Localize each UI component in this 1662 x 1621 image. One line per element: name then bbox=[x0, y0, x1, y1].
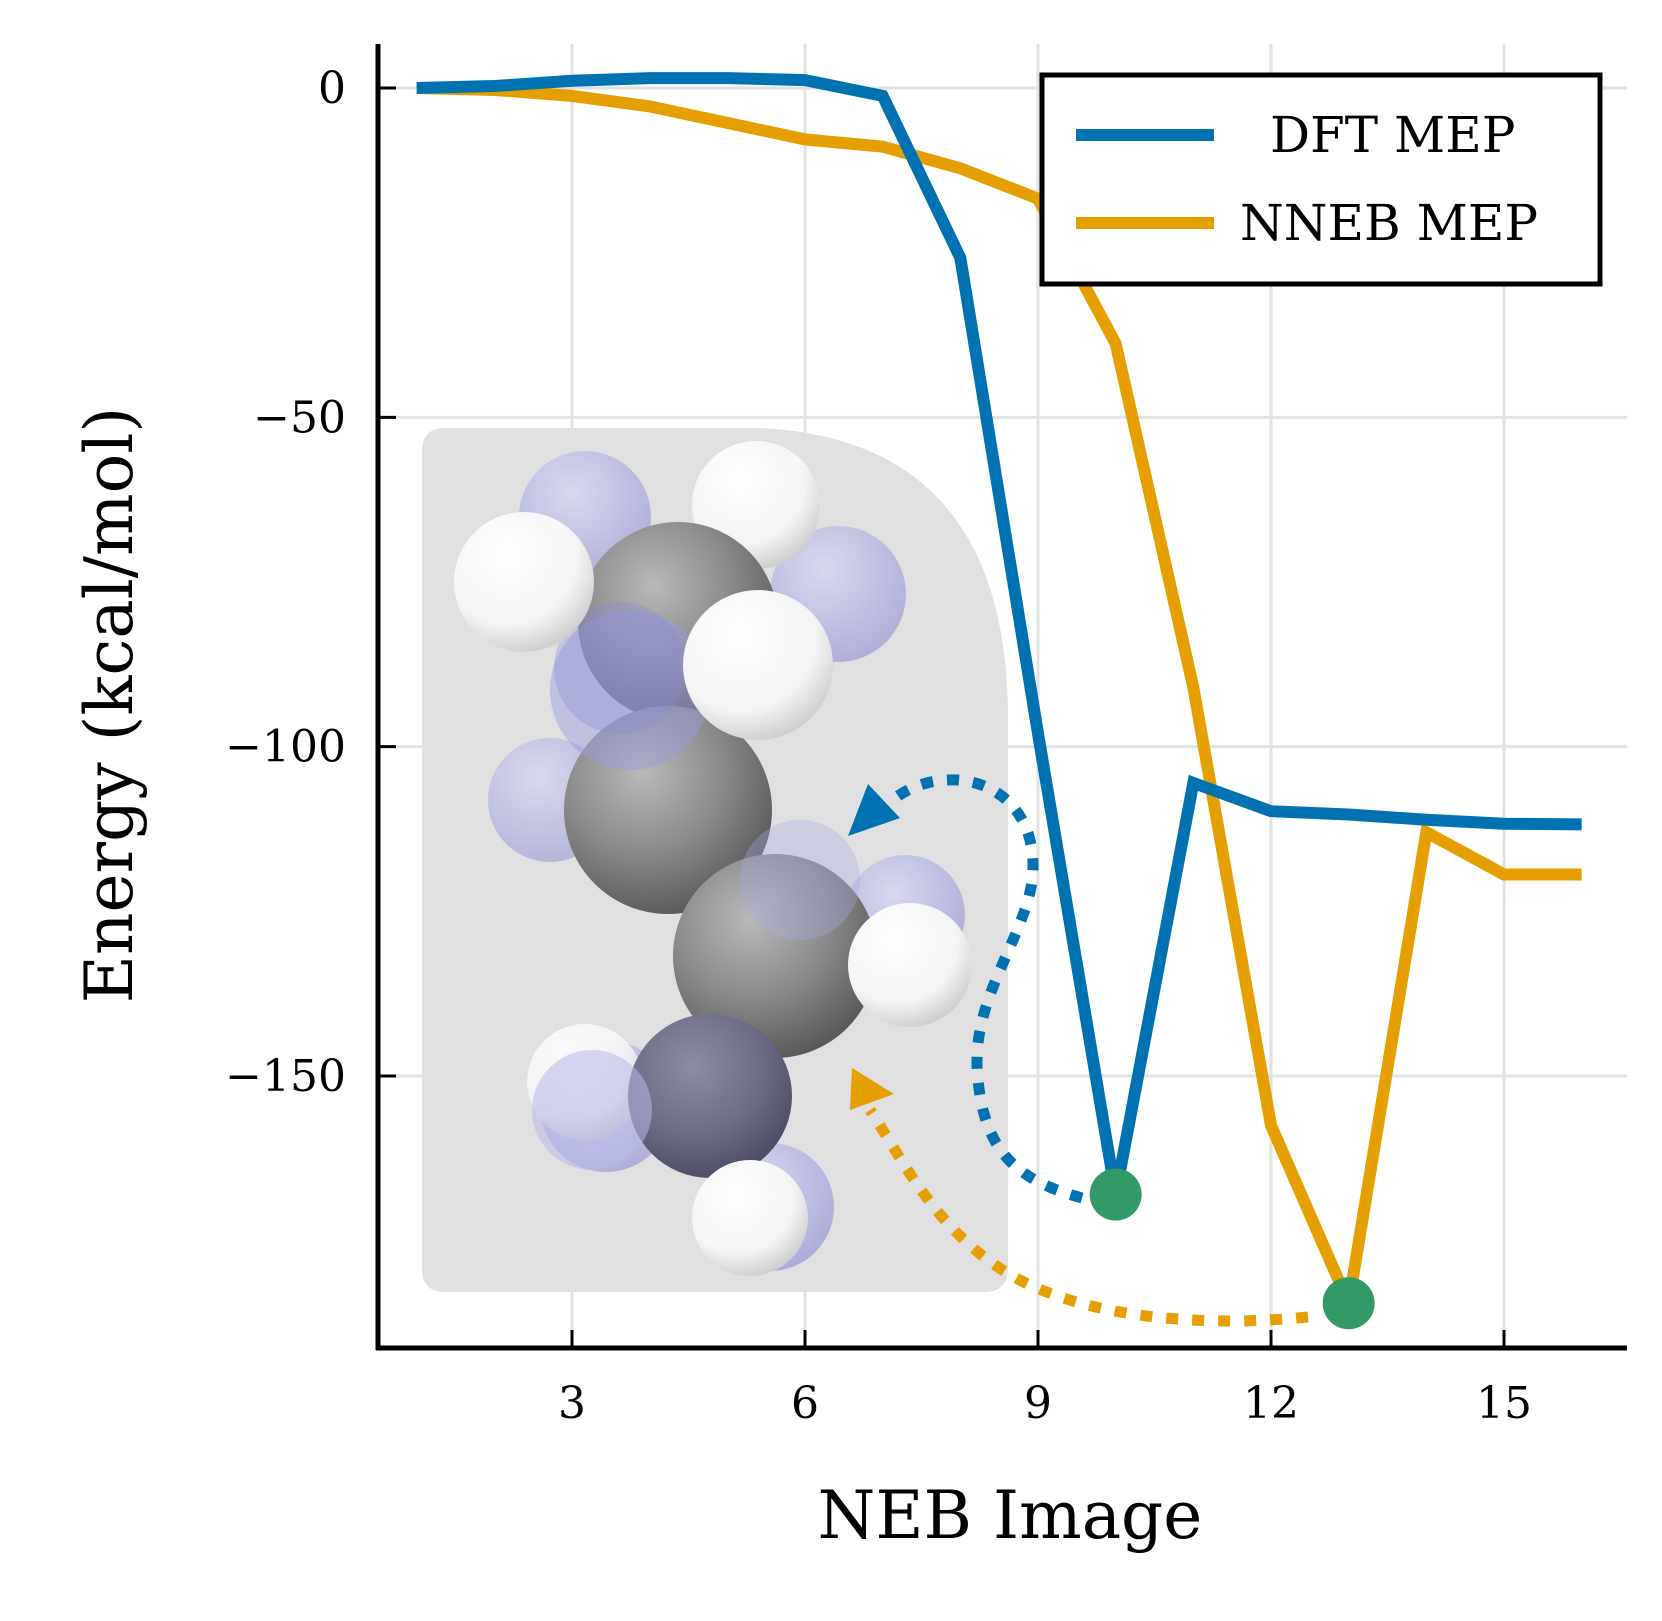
axes bbox=[375, 44, 1627, 1351]
y-tick-label: 0 bbox=[318, 63, 346, 114]
legend: DFT MEP NNEB MEP bbox=[1039, 72, 1603, 287]
y-tick-label: −150 bbox=[225, 1051, 346, 1102]
legend-box bbox=[1039, 72, 1603, 287]
carbon-atom bbox=[628, 1014, 792, 1178]
carbon-atom bbox=[564, 706, 772, 914]
ghost-atom bbox=[554, 602, 686, 734]
carbon-atom bbox=[673, 854, 877, 1058]
molecule-inset bbox=[422, 428, 1008, 1292]
hydrogen-atom bbox=[683, 590, 833, 740]
series-line-dft-mep bbox=[416, 72, 1582, 1196]
x-tick-label: 12 bbox=[1243, 1378, 1299, 1429]
hydrogen-atom bbox=[454, 512, 594, 652]
x-tick-label: 6 bbox=[791, 1378, 819, 1429]
y-tick-label: −100 bbox=[225, 722, 346, 773]
x-tick-label: 3 bbox=[558, 1378, 586, 1429]
ghost-atom bbox=[550, 610, 710, 770]
series-line-nneb-mep bbox=[416, 82, 1582, 1325]
x-axis-title: NEB Image bbox=[818, 1477, 1203, 1554]
highlight-point bbox=[1089, 1168, 1142, 1221]
ghost-atom bbox=[740, 820, 860, 940]
annotation-arrows bbox=[848, 774, 1309, 1327]
hydrogen-atom bbox=[848, 903, 972, 1027]
legend-label-nneb: NNEB MEP bbox=[1240, 194, 1538, 252]
ghost-atom bbox=[532, 1050, 652, 1170]
hydrogen-atom bbox=[692, 1160, 808, 1276]
nneb-arrowhead bbox=[850, 1068, 894, 1110]
x-tick-label: 15 bbox=[1476, 1378, 1532, 1429]
highlight-point bbox=[1322, 1277, 1375, 1330]
dft-arrow-curve bbox=[875, 774, 1084, 1204]
x-tick-label: 9 bbox=[1024, 1378, 1052, 1429]
y-tick-label: −50 bbox=[253, 392, 346, 443]
dft-arrowhead bbox=[848, 784, 900, 836]
y-axis-title: Energy (kcal/mol) bbox=[71, 407, 148, 1003]
legend-label-dft: DFT MEP bbox=[1270, 106, 1515, 164]
